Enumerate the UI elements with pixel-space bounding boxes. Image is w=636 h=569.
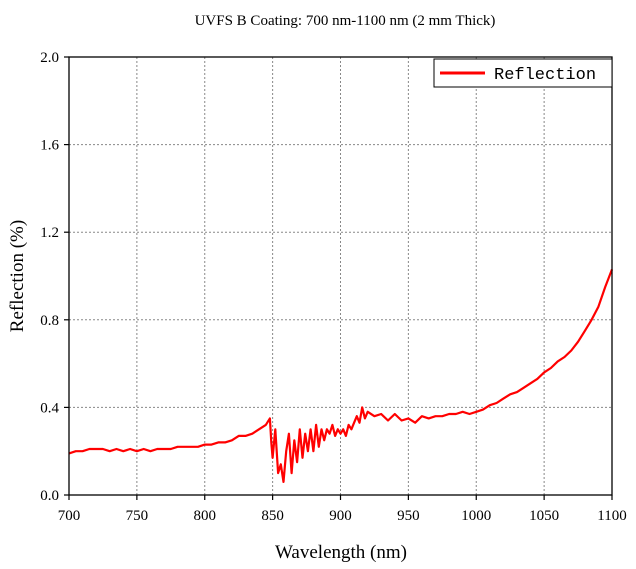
x-axis-label: Wavelength (nm) [275, 542, 407, 563]
y-tick-label: 0.4 [40, 400, 59, 416]
chart-title: UVFS B Coating: 700 nm-1100 nm (2 mm Thi… [195, 13, 496, 29]
y-tick-label: 2.0 [40, 50, 59, 66]
y-tick-label: 0.0 [40, 488, 59, 504]
axis-ticks [64, 56, 613, 500]
y-tick-label: 1.2 [40, 225, 59, 241]
legend: Reflection [433, 58, 613, 88]
tick-labels: 700 750 800 850 900 950 1000 1050 1100 0.0 0.4 0.8 1… [40, 50, 626, 524]
x-tick-label: 1050 [529, 508, 559, 524]
x-tick-label: 700 [58, 508, 81, 524]
x-tick-label: 750 [126, 508, 149, 524]
grid-lines [69, 57, 612, 495]
legend-label: Reflection [494, 66, 596, 85]
x-tick-label: 850 [261, 508, 284, 524]
y-tick-label: 0.8 [40, 313, 59, 329]
x-tick-label: 1100 [597, 508, 626, 524]
reflection-series-line [68, 269, 614, 483]
x-tick-label: 950 [397, 508, 420, 524]
series-layer [68, 269, 614, 483]
x-tick-label: 900 [329, 508, 352, 524]
y-tick-label: 1.6 [40, 138, 59, 154]
x-tick-label: 1000 [461, 508, 491, 524]
x-tick-label: 800 [194, 508, 217, 524]
y-axis-label: Reflection (%) [7, 220, 28, 332]
